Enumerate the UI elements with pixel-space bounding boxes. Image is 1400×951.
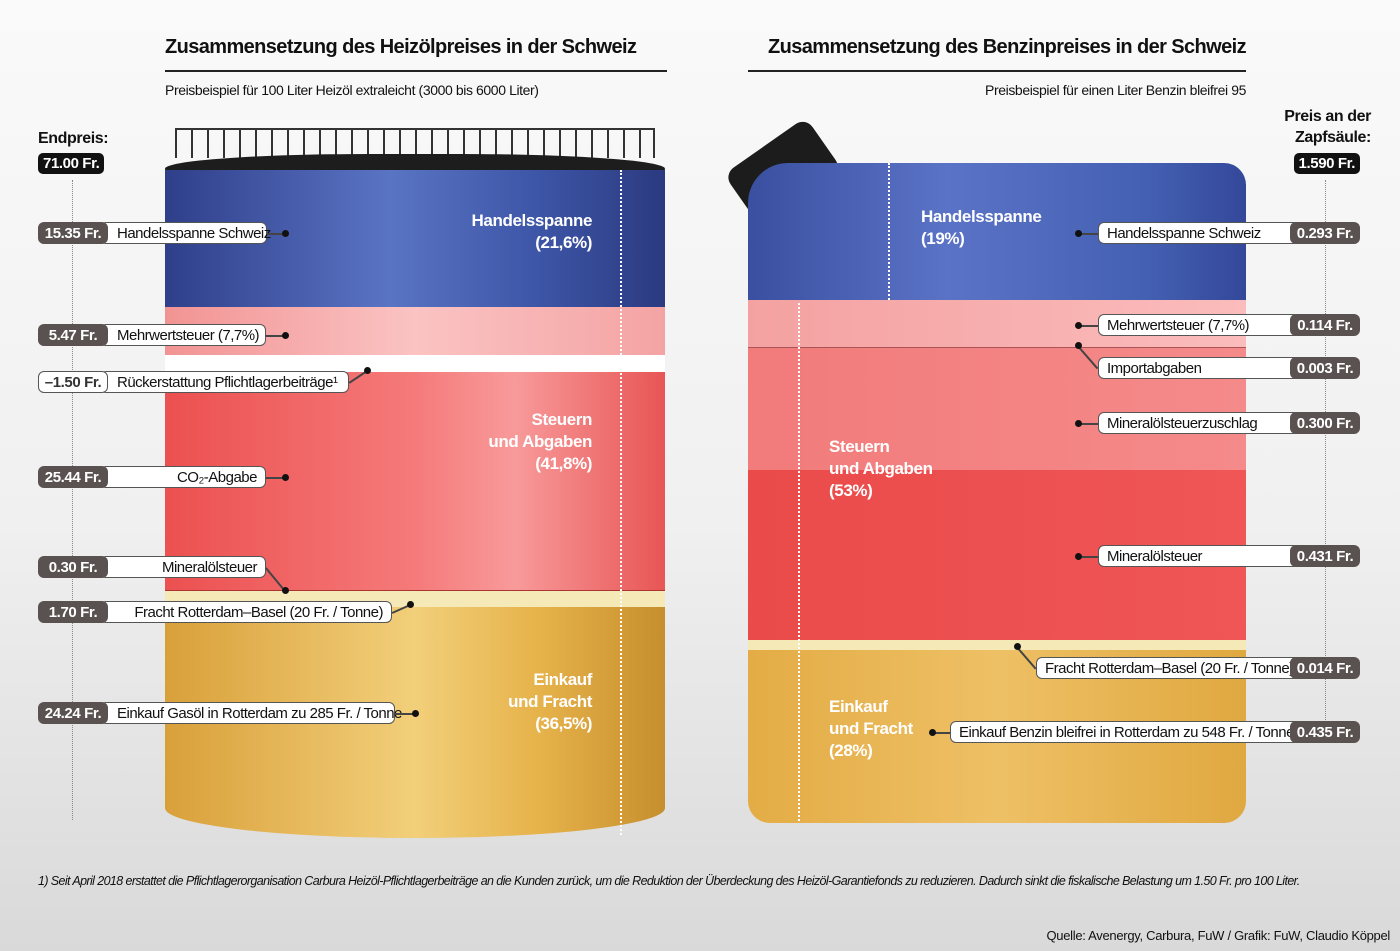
left-title-rule xyxy=(165,70,667,72)
right-end-value: 1.590 Fr. xyxy=(1293,153,1360,174)
component-value: 5.47 Fr. xyxy=(38,324,108,346)
leader-line xyxy=(395,713,415,715)
left-title: Zusammensetzung des Heizölpreises in der… xyxy=(165,36,637,58)
component-value: 0.431 Fr. xyxy=(1290,545,1360,567)
leader-dot xyxy=(406,600,414,608)
component-value: 0.293 Fr. xyxy=(1290,222,1360,244)
left-group-bracket xyxy=(620,170,622,835)
leader-line xyxy=(1078,233,1098,235)
component-label: Einkauf Gasöl in Rotterdam zu 285 Fr. / … xyxy=(100,702,402,724)
left-group-einkauf: Einkauf und Fracht (36,5%) xyxy=(508,670,592,733)
component-label: Mineralölsteuer xyxy=(1098,545,1300,567)
right-price-axis xyxy=(1325,180,1326,740)
component-label: Fracht Rotterdam–Basel (20 Fr. / Tonne) xyxy=(1036,657,1300,679)
component-label: Mehrwertsteuer (7,7%) xyxy=(100,324,266,346)
leader-line xyxy=(266,335,285,337)
leader-dot xyxy=(1074,341,1082,349)
right-group-einkauf: Einkauf und Fracht (28%) xyxy=(829,697,913,760)
left-price-axis xyxy=(72,180,73,820)
component-value: 0.014 Fr. xyxy=(1290,657,1360,679)
tank-body xyxy=(165,170,665,838)
component-label: Mineralölsteuerzuschlag xyxy=(1098,412,1300,434)
leader-line xyxy=(1078,423,1098,425)
leader-dot xyxy=(281,473,289,481)
leader-line xyxy=(266,477,285,479)
leader-dot xyxy=(1074,321,1082,329)
right-title: Zusammensetzung des Benzinpreises in der… xyxy=(767,36,1247,58)
component-value: 24.24 Fr. xyxy=(38,702,108,724)
source-credit: Quelle: Avenergy, Carbura, FuW / Grafik:… xyxy=(1046,928,1390,943)
component-value: 15.35 Fr. xyxy=(38,222,108,244)
leader-dot xyxy=(411,709,419,717)
component-label: Mehrwertsteuer (7,7%) xyxy=(1098,314,1300,336)
leader-dot xyxy=(363,366,371,374)
right-group-bracket xyxy=(798,303,800,821)
right-title-rule xyxy=(748,70,1246,72)
left-group-steuern: Steuern und Abgaben (41,8%) xyxy=(488,410,592,473)
component-label: Fracht Rotterdam–Basel (20 Fr. / Tonne) xyxy=(100,601,392,623)
right-group-bracket xyxy=(888,163,890,300)
right-group-handelsspanne: Handelsspanne (19%) xyxy=(921,207,1042,248)
component-label: CO₂-Abgabe xyxy=(100,466,266,488)
leader-line xyxy=(267,233,285,235)
component-value: 0.30 Fr. xyxy=(38,556,108,578)
component-value: 0.300 Fr. xyxy=(1290,412,1360,434)
component-value: 0.114 Fr. xyxy=(1290,314,1360,336)
right-end-label: Preis an der Zapfsäule: xyxy=(1284,108,1371,146)
band-fracht xyxy=(748,640,1246,650)
component-label: Mineralölsteuer xyxy=(100,556,266,578)
footnote: 1) Seit April 2018 erstattet die Pflicht… xyxy=(38,874,1300,888)
leader-line xyxy=(932,732,950,734)
leader-line xyxy=(1078,325,1098,327)
left-group-handelsspanne: Handelsspanne (21,6%) xyxy=(471,211,593,252)
component-label: Handelsspanne Schweiz xyxy=(100,222,271,244)
leader-dot xyxy=(928,728,936,736)
leader-dot xyxy=(281,331,289,339)
component-label: Importabgaben xyxy=(1098,357,1300,379)
band-rueckerstattung xyxy=(165,355,665,372)
component-value: –1.50 Fr. xyxy=(38,371,108,393)
leader-dot xyxy=(1074,419,1082,427)
leader-dot xyxy=(281,586,289,594)
left-subtitle: Preisbeispiel für 100 Liter Heizöl extra… xyxy=(165,82,539,98)
tank-railing xyxy=(175,128,655,158)
component-value: 0.435 Fr. xyxy=(1290,721,1360,743)
leader-dot xyxy=(1074,229,1082,237)
leader-dot xyxy=(1013,642,1021,650)
component-label: Handelsspanne Schweiz xyxy=(1098,222,1300,244)
left-end-value: 71.00 Fr. xyxy=(38,153,105,174)
component-label: Einkauf Benzin bleifrei in Rotterdam zu … xyxy=(950,721,1300,743)
component-value: 25.44 Fr. xyxy=(38,466,108,488)
leader-dot xyxy=(1074,552,1082,560)
component-value: 0.003 Fr. xyxy=(1290,357,1360,379)
component-label: Rückerstattung Pflichtlagerbeiträge¹ xyxy=(100,371,349,393)
leader-line xyxy=(1078,556,1098,558)
right-group-steuern: Steuern und Abgaben (53%) xyxy=(829,437,933,500)
left-end-label: Endpreis: xyxy=(38,130,109,147)
right-subtitle: Preisbeispiel für einen Liter Benzin ble… xyxy=(985,82,1246,98)
component-value: 1.70 Fr. xyxy=(38,601,108,623)
tank-lid xyxy=(165,154,665,172)
leader-dot xyxy=(281,229,289,237)
